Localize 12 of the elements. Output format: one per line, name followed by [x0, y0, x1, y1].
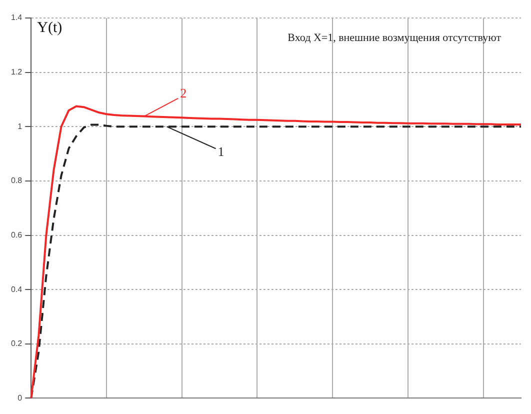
y-tick-label: 0.8 — [10, 176, 23, 186]
y-tick-label: 0.6 — [10, 230, 23, 240]
y-tick-label: 1 — [18, 122, 23, 131]
y-tick-label: 0.4 — [10, 284, 23, 294]
series-label: 1 — [218, 144, 224, 160]
y-tick-label: 0.2 — [10, 339, 23, 348]
y-axis-title: Y(t) — [37, 20, 62, 36]
y-tick-label: 0 — [18, 393, 23, 402]
annotation: Вход X=1, внешние возмущения отсутствуют — [288, 32, 502, 44]
y-tick-label: 1.2 — [10, 68, 23, 77]
y-tick-label: 1.4 — [10, 13, 23, 22]
series-label: 2 — [180, 86, 187, 101]
